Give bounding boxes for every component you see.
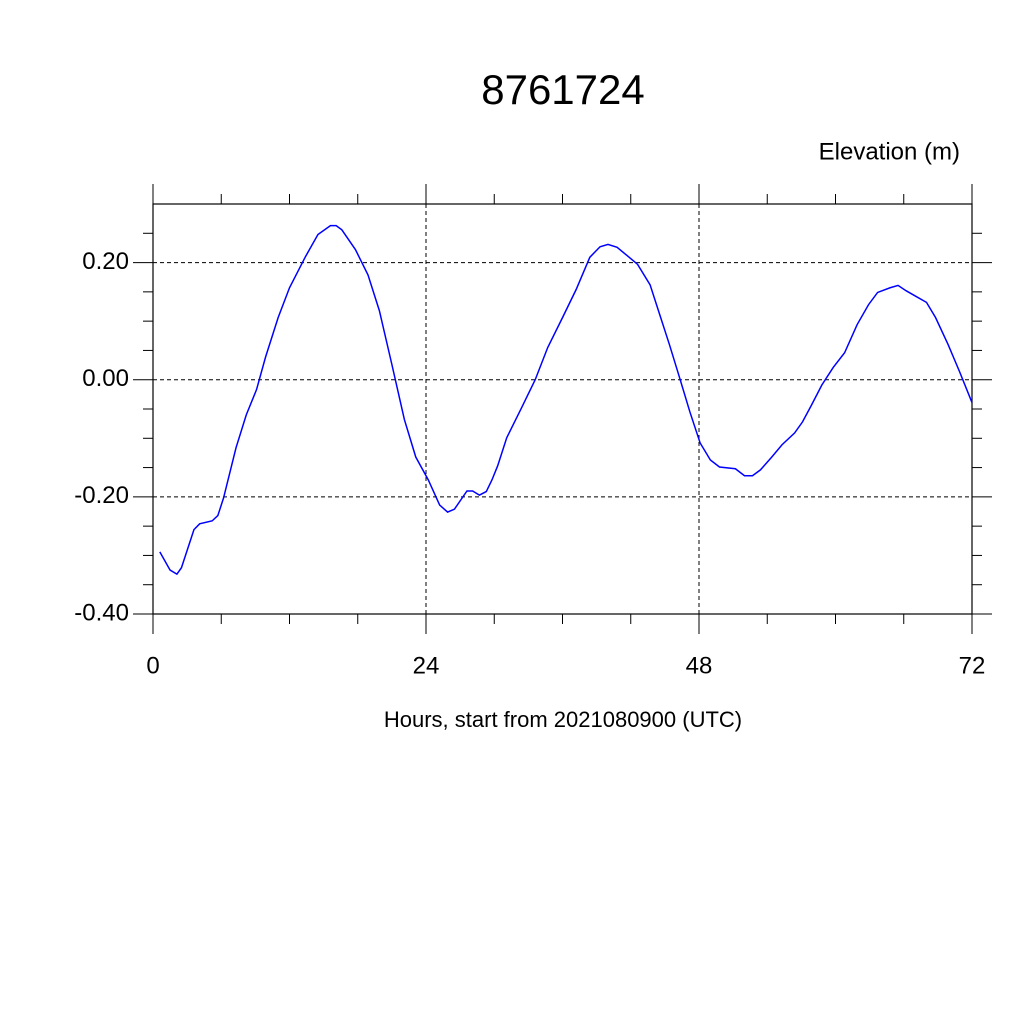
x-tick-label: 0 <box>146 652 159 679</box>
x-axis-label: Hours, start from 2021080900 (UTC) <box>384 707 742 732</box>
x-tick-label: 48 <box>686 652 713 679</box>
y-tick-label: -0.40 <box>74 599 129 626</box>
x-tick-label: 72 <box>959 652 986 679</box>
chart-title: 8761724 <box>481 66 645 113</box>
x-tick-label: 24 <box>413 652 440 679</box>
y-tick-label: 0.00 <box>82 365 129 392</box>
plot-frame <box>152 203 973 615</box>
y-axis-label: Elevation (m) <box>819 138 960 165</box>
y-tick-label: -0.20 <box>74 482 129 509</box>
data-line <box>159 224 973 576</box>
y-tick-label: 0.20 <box>82 248 129 275</box>
